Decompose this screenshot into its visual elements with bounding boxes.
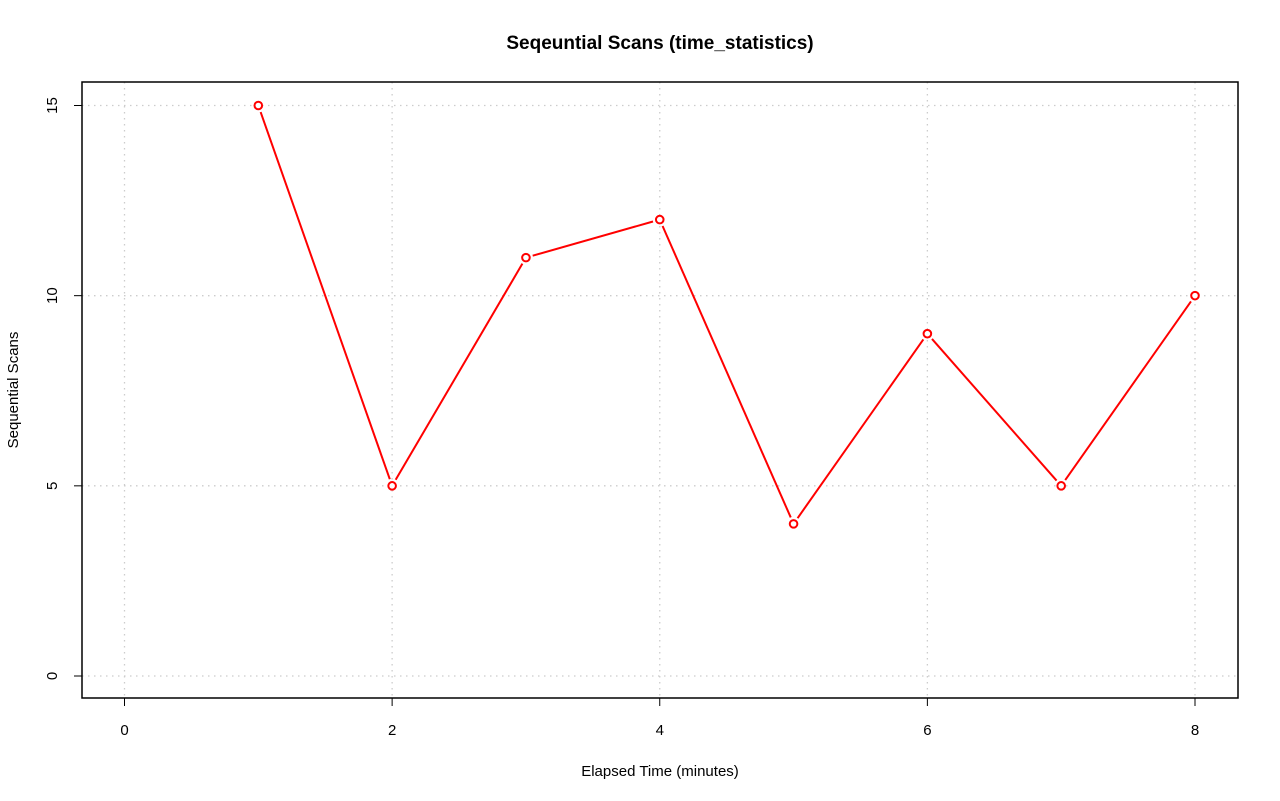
data-point [387, 481, 397, 491]
x-tick-label: 6 [923, 722, 931, 739]
grid-lines [82, 82, 1238, 698]
data-point [922, 328, 933, 339]
series-line-segment [1064, 300, 1192, 481]
y-tick-label: 0 [44, 672, 61, 680]
x-axis-label: Elapsed Time (minutes) [581, 763, 739, 780]
data-point [253, 100, 264, 111]
y-axis-label: Sequential Scans [5, 332, 22, 449]
x-tick-label: 4 [656, 722, 664, 739]
x-tick-label: 0 [120, 722, 128, 739]
x-tick-label: 2 [388, 722, 396, 739]
plot-area-frame [81, 81, 1239, 699]
data-point [1190, 290, 1200, 301]
y-tick-label: 10 [44, 287, 61, 304]
y-tick-label: 15 [44, 97, 61, 114]
y-axis: 0 5 10 15 [44, 97, 82, 680]
series-line-segment [532, 220, 654, 257]
series-line-segment [796, 338, 925, 519]
x-axis: 0 2 4 6 8 [120, 698, 1199, 739]
series-line-segment [661, 225, 792, 518]
chart-title: Seqeuntial Scans (time_statistics) [506, 33, 813, 54]
data-point [1056, 481, 1066, 491]
series-group [253, 100, 1200, 529]
x-tick-label: 8 [1191, 722, 1199, 739]
series-line-segment [394, 263, 524, 481]
data-point [521, 252, 531, 263]
series-line-segment [931, 338, 1058, 482]
series-line-segment [259, 111, 391, 480]
data-point [654, 214, 665, 225]
data-point [788, 519, 799, 529]
y-tick-label: 5 [44, 482, 61, 490]
